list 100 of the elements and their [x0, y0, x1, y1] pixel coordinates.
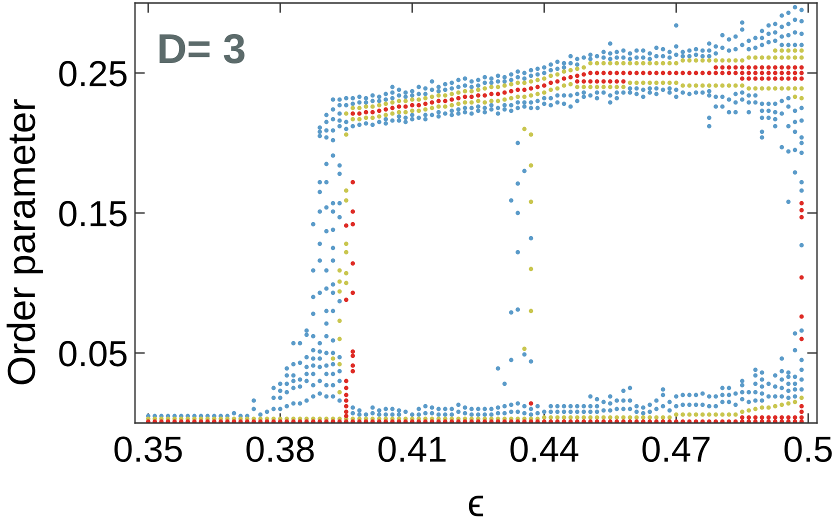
point — [337, 289, 342, 294]
point — [766, 102, 771, 106]
point — [733, 65, 738, 70]
point — [720, 94, 725, 99]
point — [528, 163, 534, 168]
point — [628, 86, 632, 91]
point — [799, 415, 804, 420]
point — [450, 108, 454, 113]
point — [780, 65, 784, 70]
x-axis-title: ϵ — [468, 496, 484, 516]
point — [330, 128, 336, 133]
point — [528, 132, 534, 137]
point — [799, 404, 804, 408]
point — [344, 404, 348, 408]
point — [634, 86, 639, 91]
point — [674, 88, 678, 92]
point — [799, 118, 804, 123]
point — [582, 79, 586, 84]
y-axis-title: Order parameter — [6, 99, 43, 384]
point — [792, 48, 798, 53]
point — [786, 76, 791, 81]
point — [337, 336, 342, 342]
point — [337, 318, 342, 323]
point — [720, 65, 725, 70]
point — [344, 398, 348, 403]
point — [601, 79, 606, 84]
point — [582, 90, 586, 95]
point — [799, 314, 804, 319]
point — [350, 290, 355, 295]
point — [799, 208, 804, 212]
point — [350, 222, 355, 226]
point — [726, 65, 732, 70]
point — [799, 275, 804, 280]
point — [760, 65, 764, 70]
point — [780, 98, 784, 104]
point — [344, 188, 348, 193]
point — [456, 107, 461, 112]
point — [330, 356, 336, 361]
x-tick-label: 0.38 — [246, 436, 314, 462]
point — [799, 76, 804, 81]
point — [654, 86, 659, 91]
point — [522, 100, 527, 105]
point — [799, 96, 804, 100]
point — [641, 88, 646, 92]
point — [780, 76, 784, 81]
point — [516, 100, 520, 105]
point — [496, 106, 500, 110]
point — [528, 308, 534, 314]
point — [746, 415, 751, 420]
point — [350, 349, 355, 354]
point — [792, 94, 798, 99]
point — [799, 336, 804, 342]
point — [423, 112, 428, 118]
point — [760, 415, 764, 420]
point — [780, 48, 784, 53]
x-tick-label: 0.35 — [114, 436, 182, 462]
point — [746, 65, 751, 70]
x-tick-label: 0.44 — [510, 436, 578, 462]
point — [528, 401, 534, 406]
point — [766, 65, 771, 70]
x-tick-label: 0.5 — [784, 436, 832, 462]
point — [482, 106, 487, 110]
point — [714, 94, 718, 99]
point — [614, 90, 619, 95]
point — [350, 354, 355, 358]
point — [522, 126, 527, 132]
y-tick-label: 0.25 — [59, 60, 127, 86]
point — [753, 93, 758, 98]
point — [733, 92, 738, 96]
point — [766, 76, 771, 81]
point — [337, 268, 342, 273]
point — [384, 117, 388, 122]
point — [760, 76, 764, 81]
point — [344, 242, 348, 246]
point — [337, 118, 342, 123]
point — [760, 102, 764, 106]
point — [773, 65, 778, 70]
point — [324, 128, 329, 133]
point — [344, 414, 348, 418]
point — [799, 201, 804, 206]
point — [396, 114, 402, 119]
y-tick-label: 0.15 — [59, 200, 127, 226]
point — [594, 90, 600, 95]
point — [753, 415, 758, 420]
point — [740, 415, 744, 420]
point — [462, 106, 468, 110]
point — [786, 415, 791, 420]
point — [337, 362, 342, 366]
point — [773, 415, 778, 420]
point — [780, 415, 784, 420]
point — [535, 98, 540, 104]
annotation: D= 3 — [160, 34, 244, 64]
point — [542, 96, 546, 100]
point — [726, 97, 732, 102]
point — [792, 108, 798, 113]
point — [608, 79, 612, 84]
point — [786, 96, 791, 100]
point — [344, 392, 348, 398]
point — [344, 410, 348, 414]
y-tick-label: 0.05 — [59, 340, 127, 366]
